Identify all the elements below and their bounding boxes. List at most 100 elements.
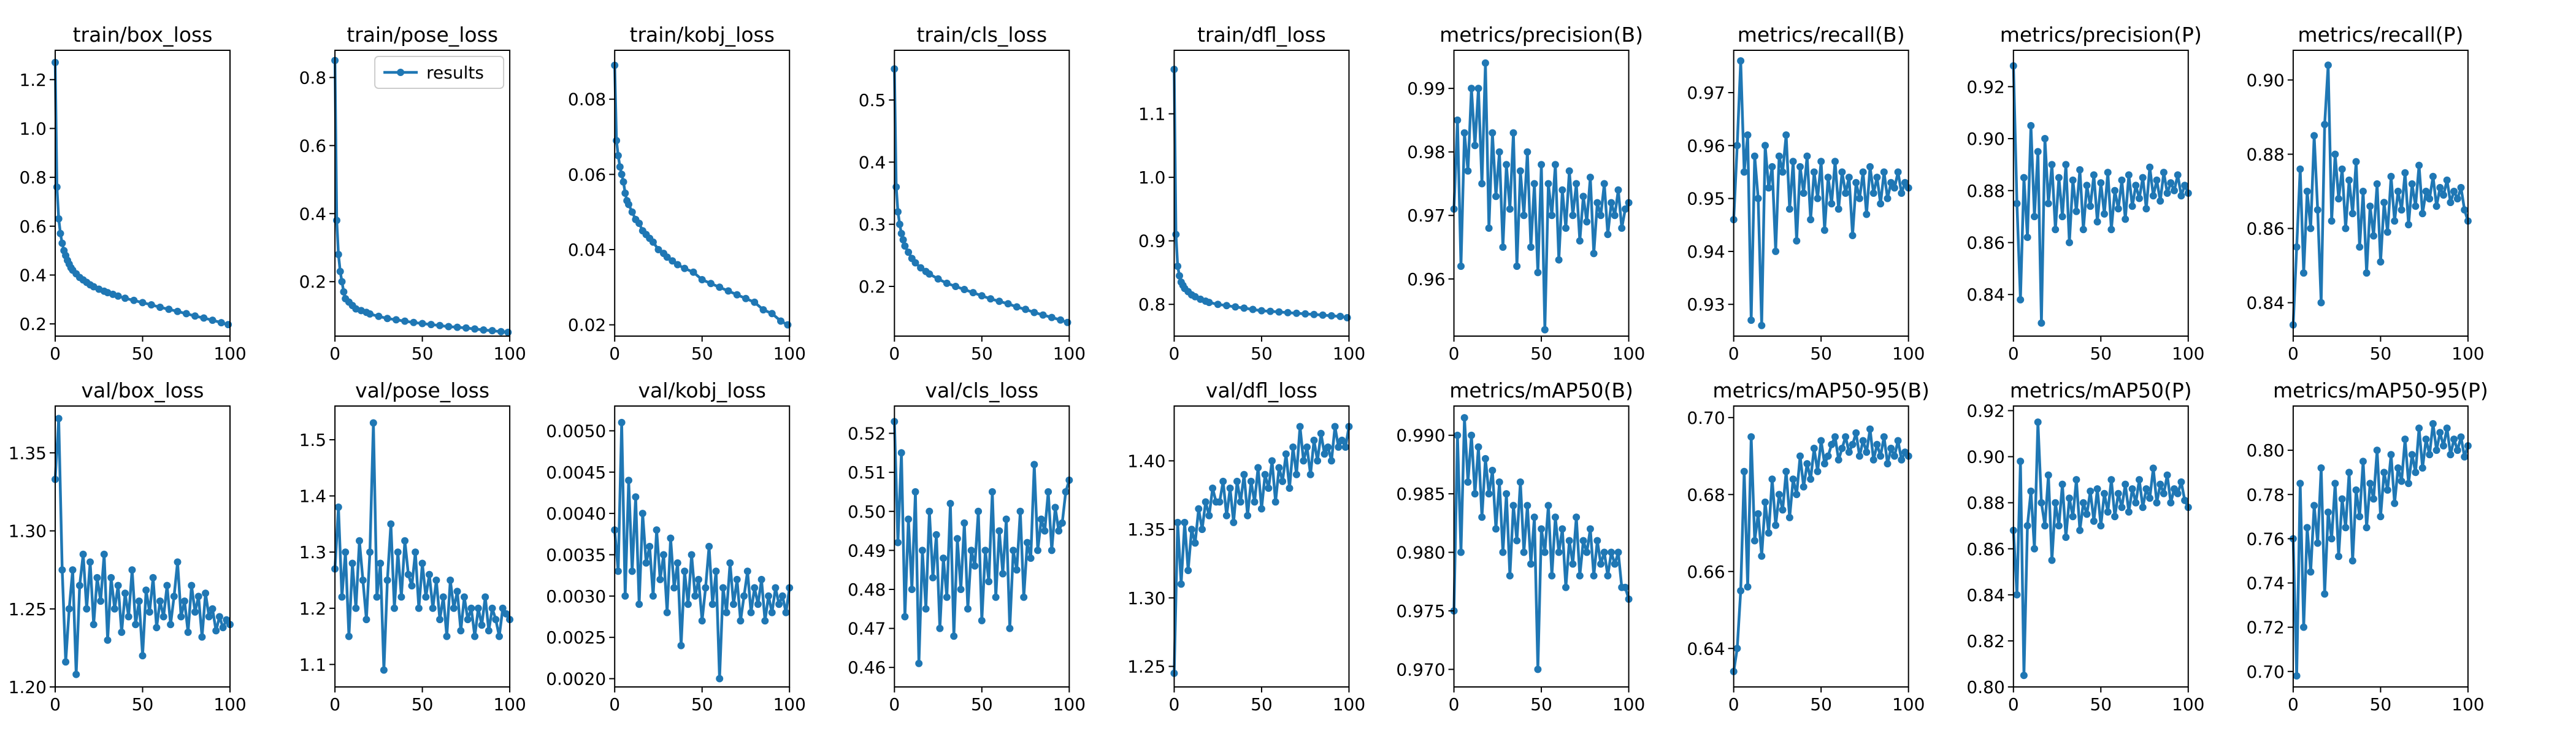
y-tick-label: 0.50 bbox=[848, 502, 886, 522]
y-tick-label: 0.97 bbox=[1407, 205, 1445, 226]
data-point bbox=[1772, 247, 1780, 255]
data-point bbox=[730, 600, 737, 608]
data-point bbox=[1855, 452, 1863, 460]
y-tick-label: 0.88 bbox=[1966, 493, 2004, 513]
data-point bbox=[1495, 148, 1503, 156]
data-point bbox=[1027, 554, 1035, 562]
data-point bbox=[1828, 200, 1836, 208]
data-point bbox=[1474, 85, 1482, 93]
data-point bbox=[1509, 129, 1517, 137]
data-point bbox=[2062, 161, 2070, 169]
data-point bbox=[439, 593, 447, 601]
data-point bbox=[359, 577, 367, 584]
x-tick-label: 0 bbox=[329, 694, 340, 715]
data-point bbox=[681, 567, 689, 575]
data-point bbox=[86, 558, 94, 566]
data-point bbox=[156, 304, 164, 311]
data-point bbox=[2037, 319, 2045, 327]
data-point bbox=[1758, 552, 1766, 560]
data-point bbox=[2296, 480, 2304, 488]
data-point bbox=[1516, 478, 1524, 486]
data-point bbox=[2338, 495, 2346, 503]
data-point bbox=[1880, 168, 1888, 176]
data-point bbox=[2429, 420, 2437, 427]
panel-title: val/cls_loss bbox=[925, 378, 1038, 402]
data-point bbox=[2387, 451, 2395, 459]
data-point bbox=[1520, 548, 1528, 556]
data-point bbox=[342, 548, 350, 556]
data-point bbox=[1216, 498, 1224, 506]
data-point bbox=[673, 559, 681, 567]
data-point bbox=[2031, 545, 2038, 553]
data-point bbox=[114, 581, 122, 589]
data-point bbox=[2436, 183, 2444, 191]
data-point bbox=[83, 605, 91, 613]
data-point bbox=[1454, 431, 1462, 439]
data-point bbox=[2440, 442, 2447, 450]
data-point bbox=[1327, 312, 1335, 320]
data-point bbox=[453, 323, 461, 331]
data-point bbox=[1538, 161, 1546, 169]
data-point bbox=[654, 246, 662, 253]
data-point bbox=[1855, 194, 1863, 202]
data-point bbox=[1527, 560, 1535, 568]
data-point bbox=[410, 318, 418, 326]
data-point bbox=[1460, 414, 1468, 422]
data-point bbox=[1768, 163, 1776, 171]
data-point bbox=[2017, 296, 2025, 304]
data-point bbox=[2373, 180, 2381, 188]
panel-metrics-recall-p: metrics/recall(P) 0 50 100 0.84 0.86 0.88 0.90 bbox=[2247, 23, 2485, 364]
data-point bbox=[56, 229, 64, 237]
x-tick-label: 100 bbox=[213, 694, 246, 715]
data-point bbox=[2373, 447, 2381, 454]
data-point bbox=[1807, 216, 1815, 224]
data-point bbox=[2447, 199, 2455, 207]
data-point bbox=[987, 295, 995, 303]
data-point bbox=[642, 559, 650, 567]
data-point bbox=[334, 503, 342, 511]
data-point bbox=[957, 586, 965, 593]
series-line bbox=[2012, 421, 2190, 677]
y-tick-label: 0.92 bbox=[1966, 77, 2004, 97]
data-point bbox=[2345, 176, 2353, 184]
data-point bbox=[2139, 174, 2147, 182]
data-point bbox=[2461, 206, 2469, 214]
data-point bbox=[202, 589, 210, 597]
data-point bbox=[125, 613, 132, 621]
x-tick-label: 100 bbox=[213, 343, 246, 364]
y-tick-label: 0.86 bbox=[2247, 218, 2285, 239]
data-point bbox=[1614, 548, 1622, 556]
data-point bbox=[646, 543, 654, 550]
data-point bbox=[1022, 305, 1030, 313]
y-tick-label: 0.84 bbox=[1966, 585, 2004, 605]
data-point bbox=[1471, 490, 1479, 498]
data-point bbox=[1534, 269, 1542, 277]
data-point bbox=[55, 415, 63, 423]
y-tick-label: 0.84 bbox=[2247, 293, 2285, 313]
data-point bbox=[462, 324, 470, 332]
x-tick-label: 50 bbox=[691, 343, 713, 364]
data-point bbox=[719, 584, 727, 592]
data-point bbox=[461, 593, 468, 601]
data-point bbox=[946, 500, 954, 507]
data-point bbox=[1051, 504, 1059, 512]
data-point bbox=[922, 605, 930, 613]
data-point bbox=[174, 307, 182, 315]
data-point bbox=[450, 604, 458, 612]
x-tick-label: 0 bbox=[609, 694, 620, 715]
data-point bbox=[1551, 161, 1559, 169]
data-point bbox=[488, 604, 496, 612]
data-point bbox=[1597, 560, 1604, 568]
data-point bbox=[2142, 205, 2150, 213]
data-point bbox=[1740, 168, 1748, 176]
data-point bbox=[2363, 524, 2371, 532]
data-point bbox=[708, 600, 716, 608]
data-point bbox=[2027, 121, 2035, 129]
data-point bbox=[104, 636, 112, 644]
y-tick-label: 0.8 bbox=[19, 167, 47, 188]
x-tick-label: 50 bbox=[1251, 694, 1273, 715]
data-point bbox=[443, 632, 451, 640]
data-point bbox=[2118, 176, 2126, 184]
data-point bbox=[940, 554, 948, 562]
data-point bbox=[338, 593, 346, 601]
